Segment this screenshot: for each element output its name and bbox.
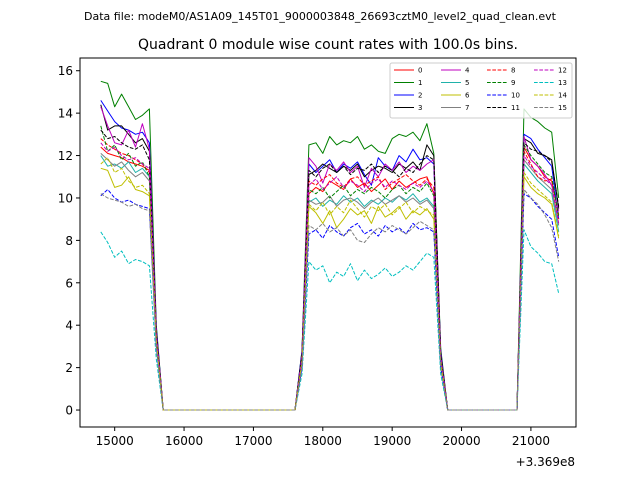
legend-label-14: 14 [558,92,567,100]
data-file-label: Data file: modeM0/AS1A09_145T01_90000038… [84,10,557,23]
series-line-8 [100,138,560,411]
axis-ticks: 15000 16000 17000 18000 19000 20000 21000 0 2 4 6 8… [58,64,550,448]
legend-label-1: 1 [418,79,422,87]
series-line-14 [100,157,560,411]
y-tick-label: 6 [65,276,73,290]
x-tick-label: 17000 [234,434,272,448]
y-tick-label: 14 [58,107,73,121]
y-tick-label: 8 [65,234,73,248]
legend-label-0: 0 [418,67,422,75]
y-tick-label: 12 [58,149,73,163]
legend-label-9: 9 [511,79,515,87]
x-offset-label: +3.369e8 [516,455,575,469]
y-tick-label: 0 [65,404,73,418]
legend-label-3: 3 [418,104,422,112]
legend-label-8: 8 [511,67,515,75]
y-tick-label: 4 [65,319,73,333]
legend-label-12: 12 [558,67,567,75]
x-tick-label: 15000 [96,434,134,448]
y-tick-label: 16 [58,64,73,78]
y-tick-label: 2 [65,361,73,375]
axes-frame [79,57,577,428]
x-tick-label: 16000 [165,434,203,448]
y-tick-label: 10 [58,191,73,205]
legend-label-7: 7 [465,104,469,112]
series-line-15 [100,189,560,411]
legend-label-15: 15 [558,104,567,112]
x-tick-label: 19000 [373,434,411,448]
x-tick-label: 18000 [304,434,342,448]
x-tick-label: 20000 [442,434,480,448]
legend-label-13: 13 [558,79,567,87]
legend-box [389,62,573,119]
legend-label-2: 2 [418,92,422,100]
legend-label-5: 5 [465,79,469,87]
legend-label-11: 11 [511,104,520,112]
legend-label-10: 10 [511,92,520,100]
x-tick-label: 21000 [512,434,550,448]
legend-label-6: 6 [465,92,470,100]
chart-title: Quadrant 0 module wise count rates with … [138,37,518,53]
plot-area [100,80,560,411]
legend-label-4: 4 [465,67,470,75]
